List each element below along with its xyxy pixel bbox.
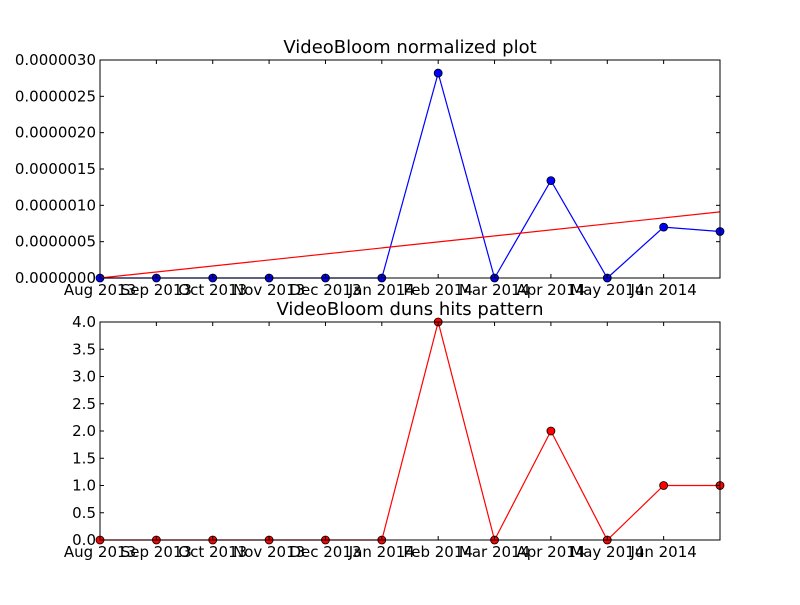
normalized-point-jun-2014: [659, 222, 669, 232]
duns-hits-title: VideoBloom duns hits pattern: [276, 299, 543, 320]
normalized-point-apr-2014: [546, 176, 556, 186]
normalized-x-tick-label-mar-2014: Mar 2014: [459, 281, 530, 299]
normalized-x-tick-label-jan-2014: Jan 2014: [348, 281, 415, 299]
duns-hits-x-tick-label-oct-2013: Oct 2013: [178, 543, 247, 561]
duns-hits-point-jun-2014: [659, 481, 669, 490]
normalized-point-feb-2014: [433, 68, 443, 78]
normalized-y-tick-label: 0.0000030: [15, 51, 96, 69]
duns-hits-x-tick-label-jan-2014: Jan 2014: [348, 543, 415, 561]
duns-hits-y-tick-label: 1.0: [72, 477, 96, 495]
normalized-y-tick-label: 0.0000000: [15, 269, 96, 287]
normalized-x-tick-label-jun-2014: Jun 2014: [629, 281, 696, 299]
normalized-x-tick-label-feb-2014: Feb 2014: [403, 281, 473, 299]
duns-hits-y-tick-label: 2.0: [72, 422, 96, 440]
normalized-y-tick-label: 0.0000005: [15, 233, 96, 251]
duns-hits-y-tick-label: 1.5: [72, 449, 96, 467]
duns-hits-axes: VideoBloom duns hits pattern 0.0 0.5 1.0 1.…: [64, 299, 725, 561]
duns-hits-y-tick-label: 4.0: [72, 313, 96, 331]
normalized-x-tick-label-oct-2013: Oct 2013: [178, 281, 247, 299]
normalized-x-tick-label-nov-2013: Nov 2013: [233, 281, 305, 299]
normalized-y-tick-label: 0.0000025: [15, 87, 96, 105]
duns-hits-x-tick-label-may-2014: May 2014: [570, 543, 644, 561]
duns-hits-y-tick-label: 3.0: [72, 368, 96, 386]
normalized-x-tick-label-apr-2014: Apr 2014: [516, 281, 585, 299]
normalized-y-tick-label: 0.0000010: [15, 196, 96, 214]
duns-hits-x-tick-label-nov-2013: Nov 2013: [233, 543, 305, 561]
duns-hits-y-tick-label: 2.5: [72, 395, 96, 413]
normalized-trend-line: [99, 211, 721, 279]
normalized-plot-y-ticks: 0.0000000 0.0000005 0.0000010 0.0000015 0.00…: [15, 51, 720, 287]
normalized-y-tick-label: 0.0000015: [15, 160, 96, 178]
normalized-y-tick-label: 0.0000020: [15, 124, 96, 142]
duns-hits-y-tick-label: 0.0: [72, 531, 96, 549]
duns-hits-y-tick-label: 3.5: [72, 340, 96, 358]
duns-hits-x-tick-label-mar-2014: Mar 2014: [459, 543, 530, 561]
normalized-x-tick-label-dec-2013: Dec 2013: [289, 281, 361, 299]
duns-hits-x-tick-label-jun-2014: Jun 2014: [629, 543, 696, 561]
duns-hits-x-tick-label-feb-2014: Feb 2014: [403, 543, 473, 561]
duns-hits-x-tick-label-sep-2013: Sep 2013: [121, 543, 192, 561]
normalized-plot-title: VideoBloom normalized plot: [283, 37, 536, 58]
duns-hits-x-tick-label-dec-2013: Dec 2013: [289, 543, 361, 561]
normalized-x-tick-label-sep-2013: Sep 2013: [121, 281, 192, 299]
normalized-x-tick-label-may-2014: May 2014: [570, 281, 644, 299]
duns-hits-x-tick-label-aug-2013: Aug 2013: [64, 543, 136, 561]
duns-hits-point-apr-2014: [546, 426, 556, 436]
normalized-x-tick-label-aug-2013: Aug 2013: [64, 281, 136, 299]
duns-hits-y-tick-label: 0.5: [72, 504, 96, 522]
normalized-plot-axes: VideoBloom normalized plot 0.00000000.00…: [15, 37, 725, 299]
duns-hits-y-ticks: 0.0 0.5 1.0 1.5 2.0 2.5 3.0 3.5 4.0: [72, 313, 720, 549]
duns-hits-x-tick-label-apr-2014: Apr 2014: [516, 543, 585, 561]
